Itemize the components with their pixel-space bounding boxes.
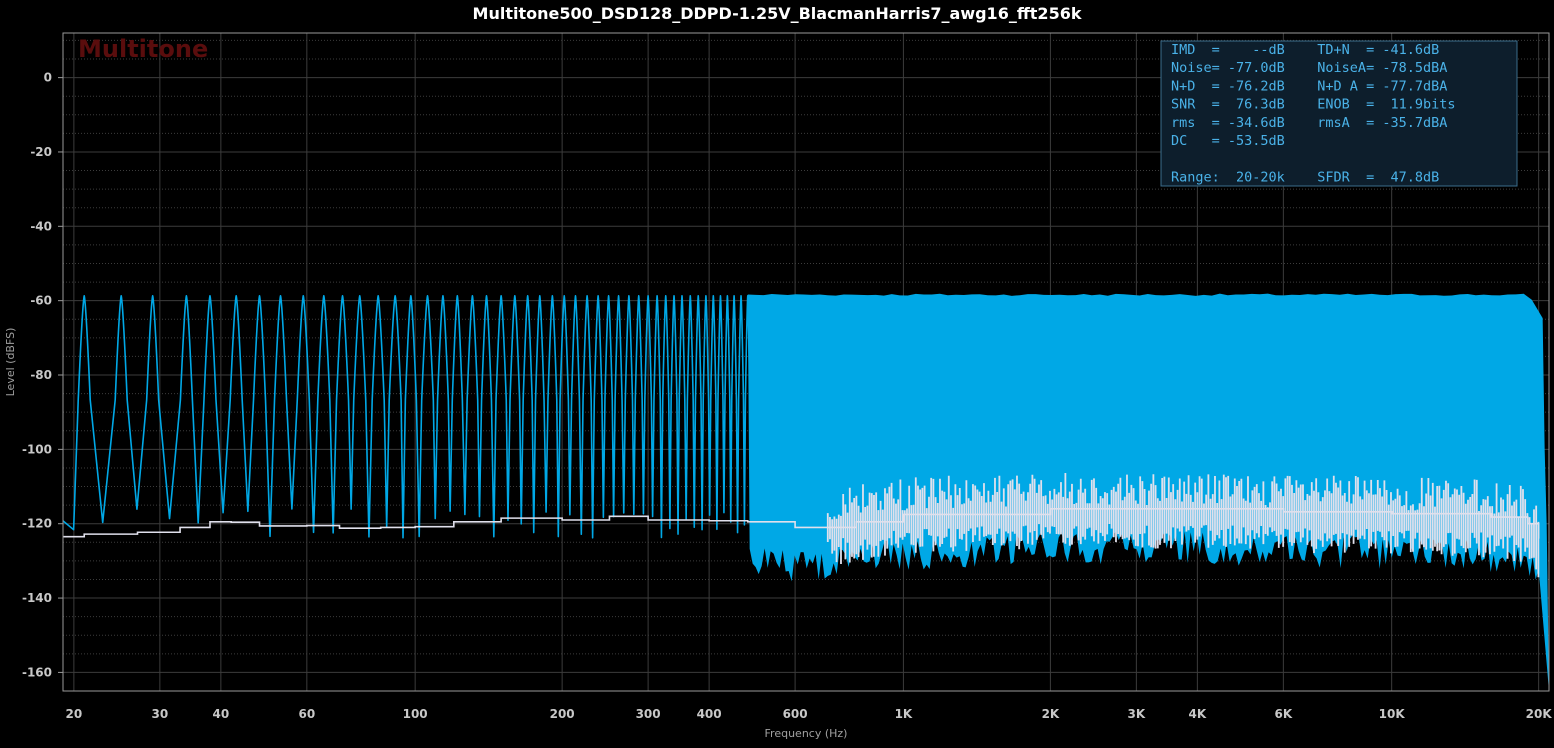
y-tick-label: -120 (22, 517, 52, 531)
x-tick-label: 6K (1275, 707, 1293, 721)
x-axis-ticks: 20 30 40 60 100 200 300 400 600 1K 2K 3K 4K 6K 10K 20K (66, 707, 1553, 721)
x-tick-label: 3K (1128, 707, 1146, 721)
x-tick-label: 2K (1042, 707, 1060, 721)
stats-rows: IMD = --dB TD+N = -41.6dB Noise= -77.0dB … (1171, 42, 1455, 185)
x-tick-label: 40 (213, 707, 230, 721)
x-tick-label: 1K (895, 707, 913, 721)
y-tick-label: -20 (30, 145, 52, 159)
x-tick-label: 400 (697, 707, 722, 721)
x-tick-label: 20 (66, 707, 83, 721)
y-tick-label: -100 (22, 442, 52, 456)
spectrum-tone-peaks (63, 295, 751, 539)
chart-title: Multitone500_DSD128_DDPD-1.25V_BlacmanHa… (472, 4, 1082, 23)
x-tick-label: 20K (1526, 707, 1553, 721)
x-tick-label: 100 (403, 707, 428, 721)
watermark-label: Multitone (78, 35, 208, 63)
stats-row: Range: 20-20k SFDR = 47.8dB (1171, 169, 1439, 185)
x-tick-label: 300 (636, 707, 661, 721)
y-tick-label: -140 (22, 591, 52, 605)
stats-row: rms = -34.6dB rmsA = -35.7dBA (1171, 115, 1447, 131)
stats-box-background (1160, 40, 1518, 187)
y-axis-ticks: 0 -20 -40 -60 -80 -100 -120 -140 -160 (22, 71, 63, 679)
y-tick-label: -160 (22, 665, 52, 679)
x-tick-label: 4K (1189, 707, 1207, 721)
noise-floor-line (63, 508, 1540, 539)
stats-row: SNR = 76.3dB ENOB = 11.9bits (1171, 97, 1455, 113)
noise-floor-texture (826, 473, 1540, 578)
stats-row: DC = -53.5dB (1171, 133, 1285, 149)
x-tick-label: 60 (298, 707, 315, 721)
x-tick-label: 200 (550, 707, 575, 721)
plot-frame (62, 32, 1550, 692)
x-axis-label: Frequency (Hz) (765, 727, 848, 740)
y-tick-label: 0 (44, 71, 52, 85)
x-tick-label: 600 (783, 707, 808, 721)
y-tick-label: -80 (30, 368, 52, 382)
y-axis-label: Level (dBFS) (4, 328, 17, 397)
x-tick-label: 30 (152, 707, 169, 721)
x-tick-label: 10K (1379, 707, 1406, 721)
y-tick-label: -40 (30, 219, 52, 233)
stats-row: IMD = --dB TD+N = -41.6dB (1171, 42, 1439, 58)
stats-row: N+D = -76.2dB N+D A = -77.7dBA (1171, 78, 1447, 94)
series-layer (63, 293, 1549, 691)
y-tick-label: -60 (30, 294, 52, 308)
stats-row: Noise= -77.0dB NoiseA= -78.5dBA (1171, 60, 1447, 76)
stats-box: IMD = --dB TD+N = -41.6dB Noise= -77.0dB … (1160, 40, 1518, 187)
